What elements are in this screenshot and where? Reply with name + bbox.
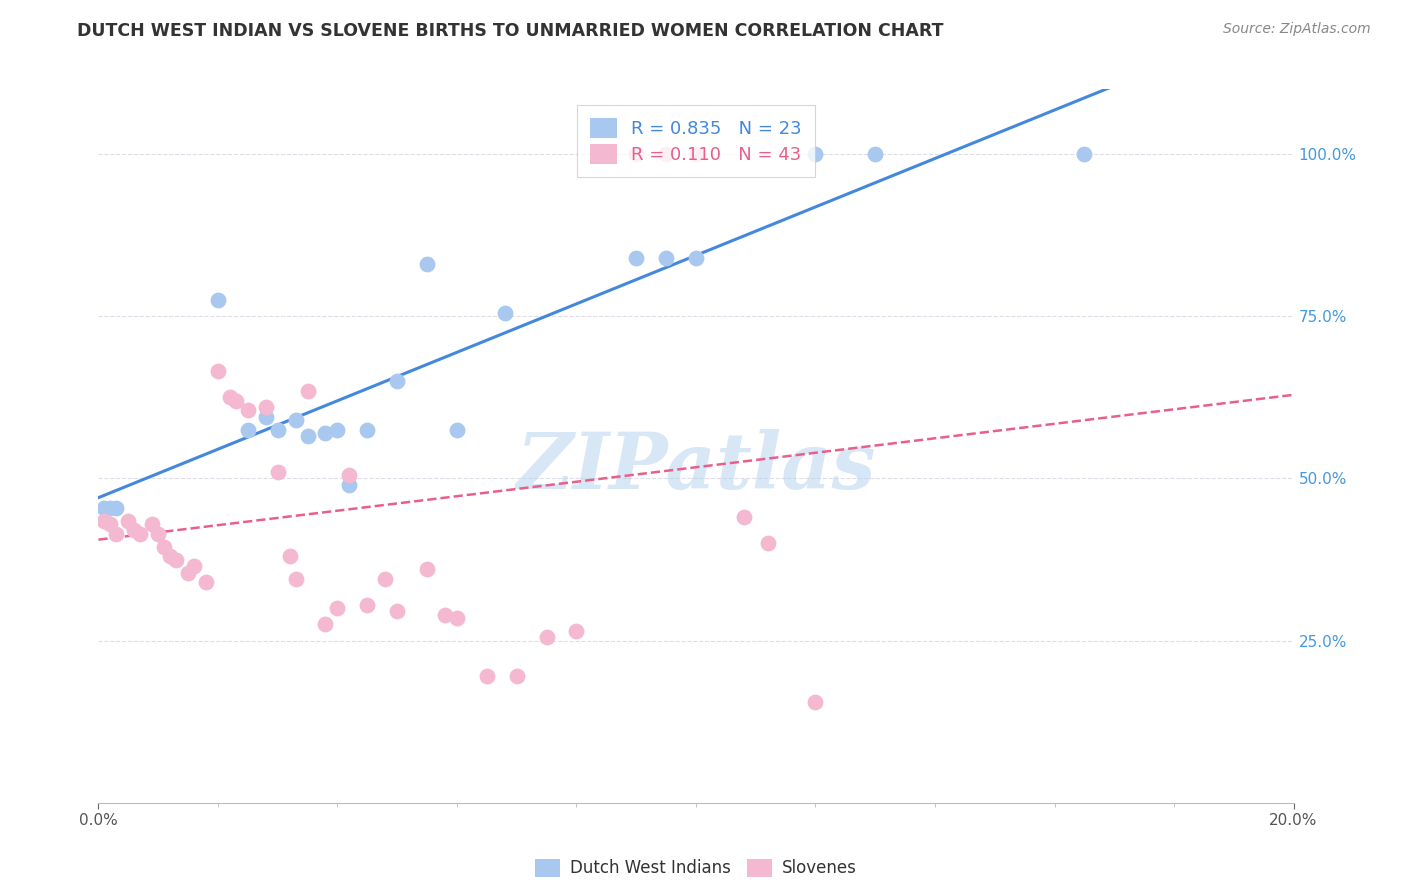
Point — [733, 510, 755, 524]
Point — [416, 562, 439, 576]
Point — [374, 572, 396, 586]
Point — [129, 526, 152, 541]
Point — [655, 251, 678, 265]
Point — [804, 147, 827, 161]
Point — [356, 423, 378, 437]
Text: DUTCH WEST INDIAN VS SLOVENE BIRTHS TO UNMARRIED WOMEN CORRELATION CHART: DUTCH WEST INDIAN VS SLOVENE BIRTHS TO U… — [77, 22, 943, 40]
Point — [595, 147, 617, 161]
Point — [1073, 147, 1095, 161]
Point — [93, 514, 115, 528]
Point — [626, 147, 648, 161]
Point — [93, 500, 115, 515]
Point — [804, 695, 827, 709]
Point — [385, 604, 409, 618]
Point — [339, 468, 361, 483]
Point — [267, 465, 290, 479]
Point — [117, 514, 139, 528]
Point — [865, 147, 887, 161]
Point — [177, 566, 200, 580]
Point — [685, 251, 707, 265]
Point — [236, 423, 259, 437]
Point — [183, 559, 205, 574]
Point — [207, 364, 229, 378]
Point — [626, 251, 648, 265]
Point — [105, 526, 128, 541]
Point — [446, 423, 468, 437]
Point — [195, 575, 218, 590]
Point — [326, 601, 349, 615]
Point — [98, 516, 122, 531]
Point — [284, 413, 307, 427]
Point — [207, 293, 229, 307]
Point — [315, 617, 337, 632]
Point — [284, 572, 307, 586]
Point — [267, 423, 290, 437]
Point — [225, 393, 247, 408]
Point — [446, 611, 468, 625]
Point — [536, 631, 558, 645]
Point — [494, 306, 516, 320]
Point — [159, 549, 181, 564]
Point — [315, 425, 337, 440]
Point — [278, 549, 301, 564]
Point — [655, 147, 678, 161]
Point — [506, 669, 529, 683]
Point — [685, 147, 707, 161]
Point — [297, 384, 319, 398]
Point — [565, 624, 588, 638]
Point — [236, 403, 259, 417]
Point — [434, 607, 457, 622]
Text: ZIPatlas: ZIPatlas — [516, 429, 876, 506]
Point — [326, 423, 349, 437]
Text: Source: ZipAtlas.com: Source: ZipAtlas.com — [1223, 22, 1371, 37]
Point — [756, 536, 779, 550]
Point — [165, 552, 187, 566]
Point — [254, 409, 277, 424]
Point — [356, 598, 378, 612]
Point — [297, 429, 319, 443]
Point — [105, 500, 128, 515]
Point — [339, 478, 361, 492]
Point — [124, 524, 146, 538]
Legend: Dutch West Indians, Slovenes: Dutch West Indians, Slovenes — [526, 850, 866, 886]
Point — [141, 516, 163, 531]
Point — [416, 257, 439, 271]
Point — [148, 526, 170, 541]
Point — [219, 390, 242, 404]
Point — [475, 669, 498, 683]
Point — [254, 400, 277, 414]
Point — [98, 500, 122, 515]
Point — [153, 540, 176, 554]
Point — [385, 374, 409, 388]
